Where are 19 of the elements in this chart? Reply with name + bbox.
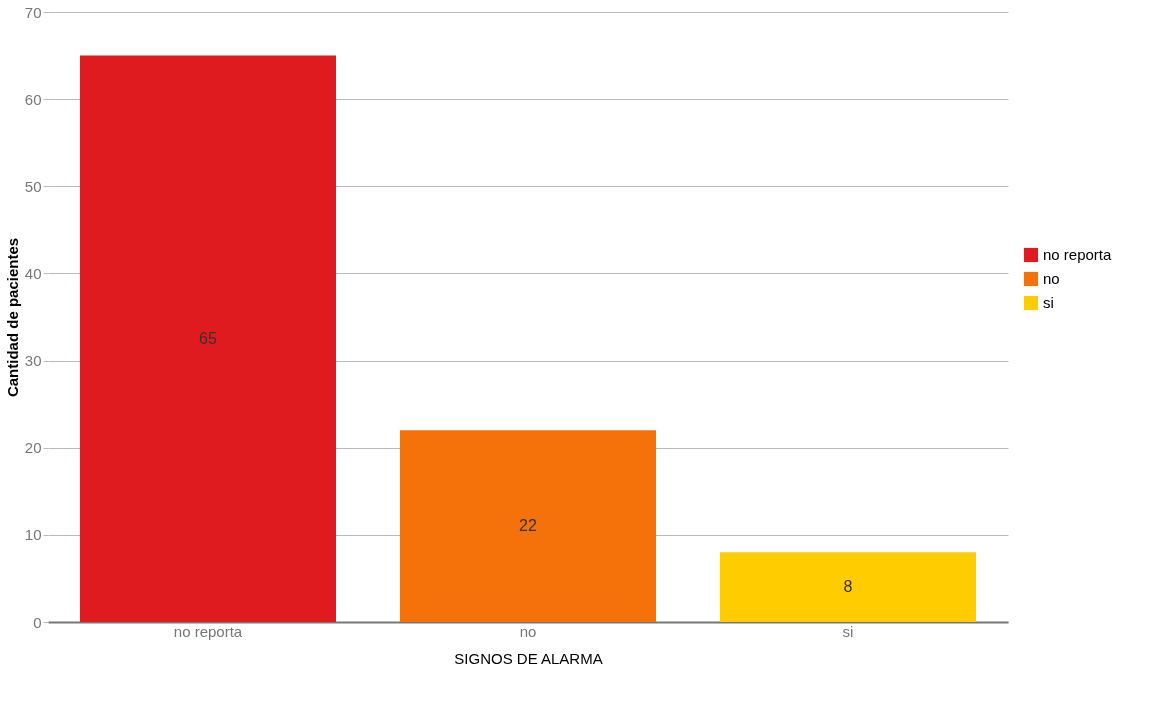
y-tick-label: 40 (24, 264, 42, 282)
legend-label: no reporta (1043, 246, 1113, 263)
x-axis-title: SIGNOS DE ALARMA (454, 649, 603, 667)
y-tick-label: 60 (24, 90, 42, 108)
y-tick-label: 10 (24, 526, 42, 544)
y-axis-title: Cantidad de pacientes (3, 237, 21, 398)
y-tick-label: 50 (24, 177, 42, 195)
legend-label: si (1043, 294, 1054, 311)
y-tick-label: 0 (33, 613, 42, 631)
x-tick-label: si (842, 622, 854, 640)
x-tick-label: no reporta (173, 622, 243, 640)
y-tick-label: 20 (24, 439, 42, 457)
y-tick-label: 30 (24, 352, 42, 370)
y-tick-label: 70 (24, 3, 42, 21)
data-label: 22 (519, 517, 537, 535)
x-tick-label: no (519, 622, 537, 640)
data-label: 8 (843, 578, 853, 596)
legend-label: no (1043, 270, 1060, 287)
data-label: 65 (199, 329, 217, 347)
